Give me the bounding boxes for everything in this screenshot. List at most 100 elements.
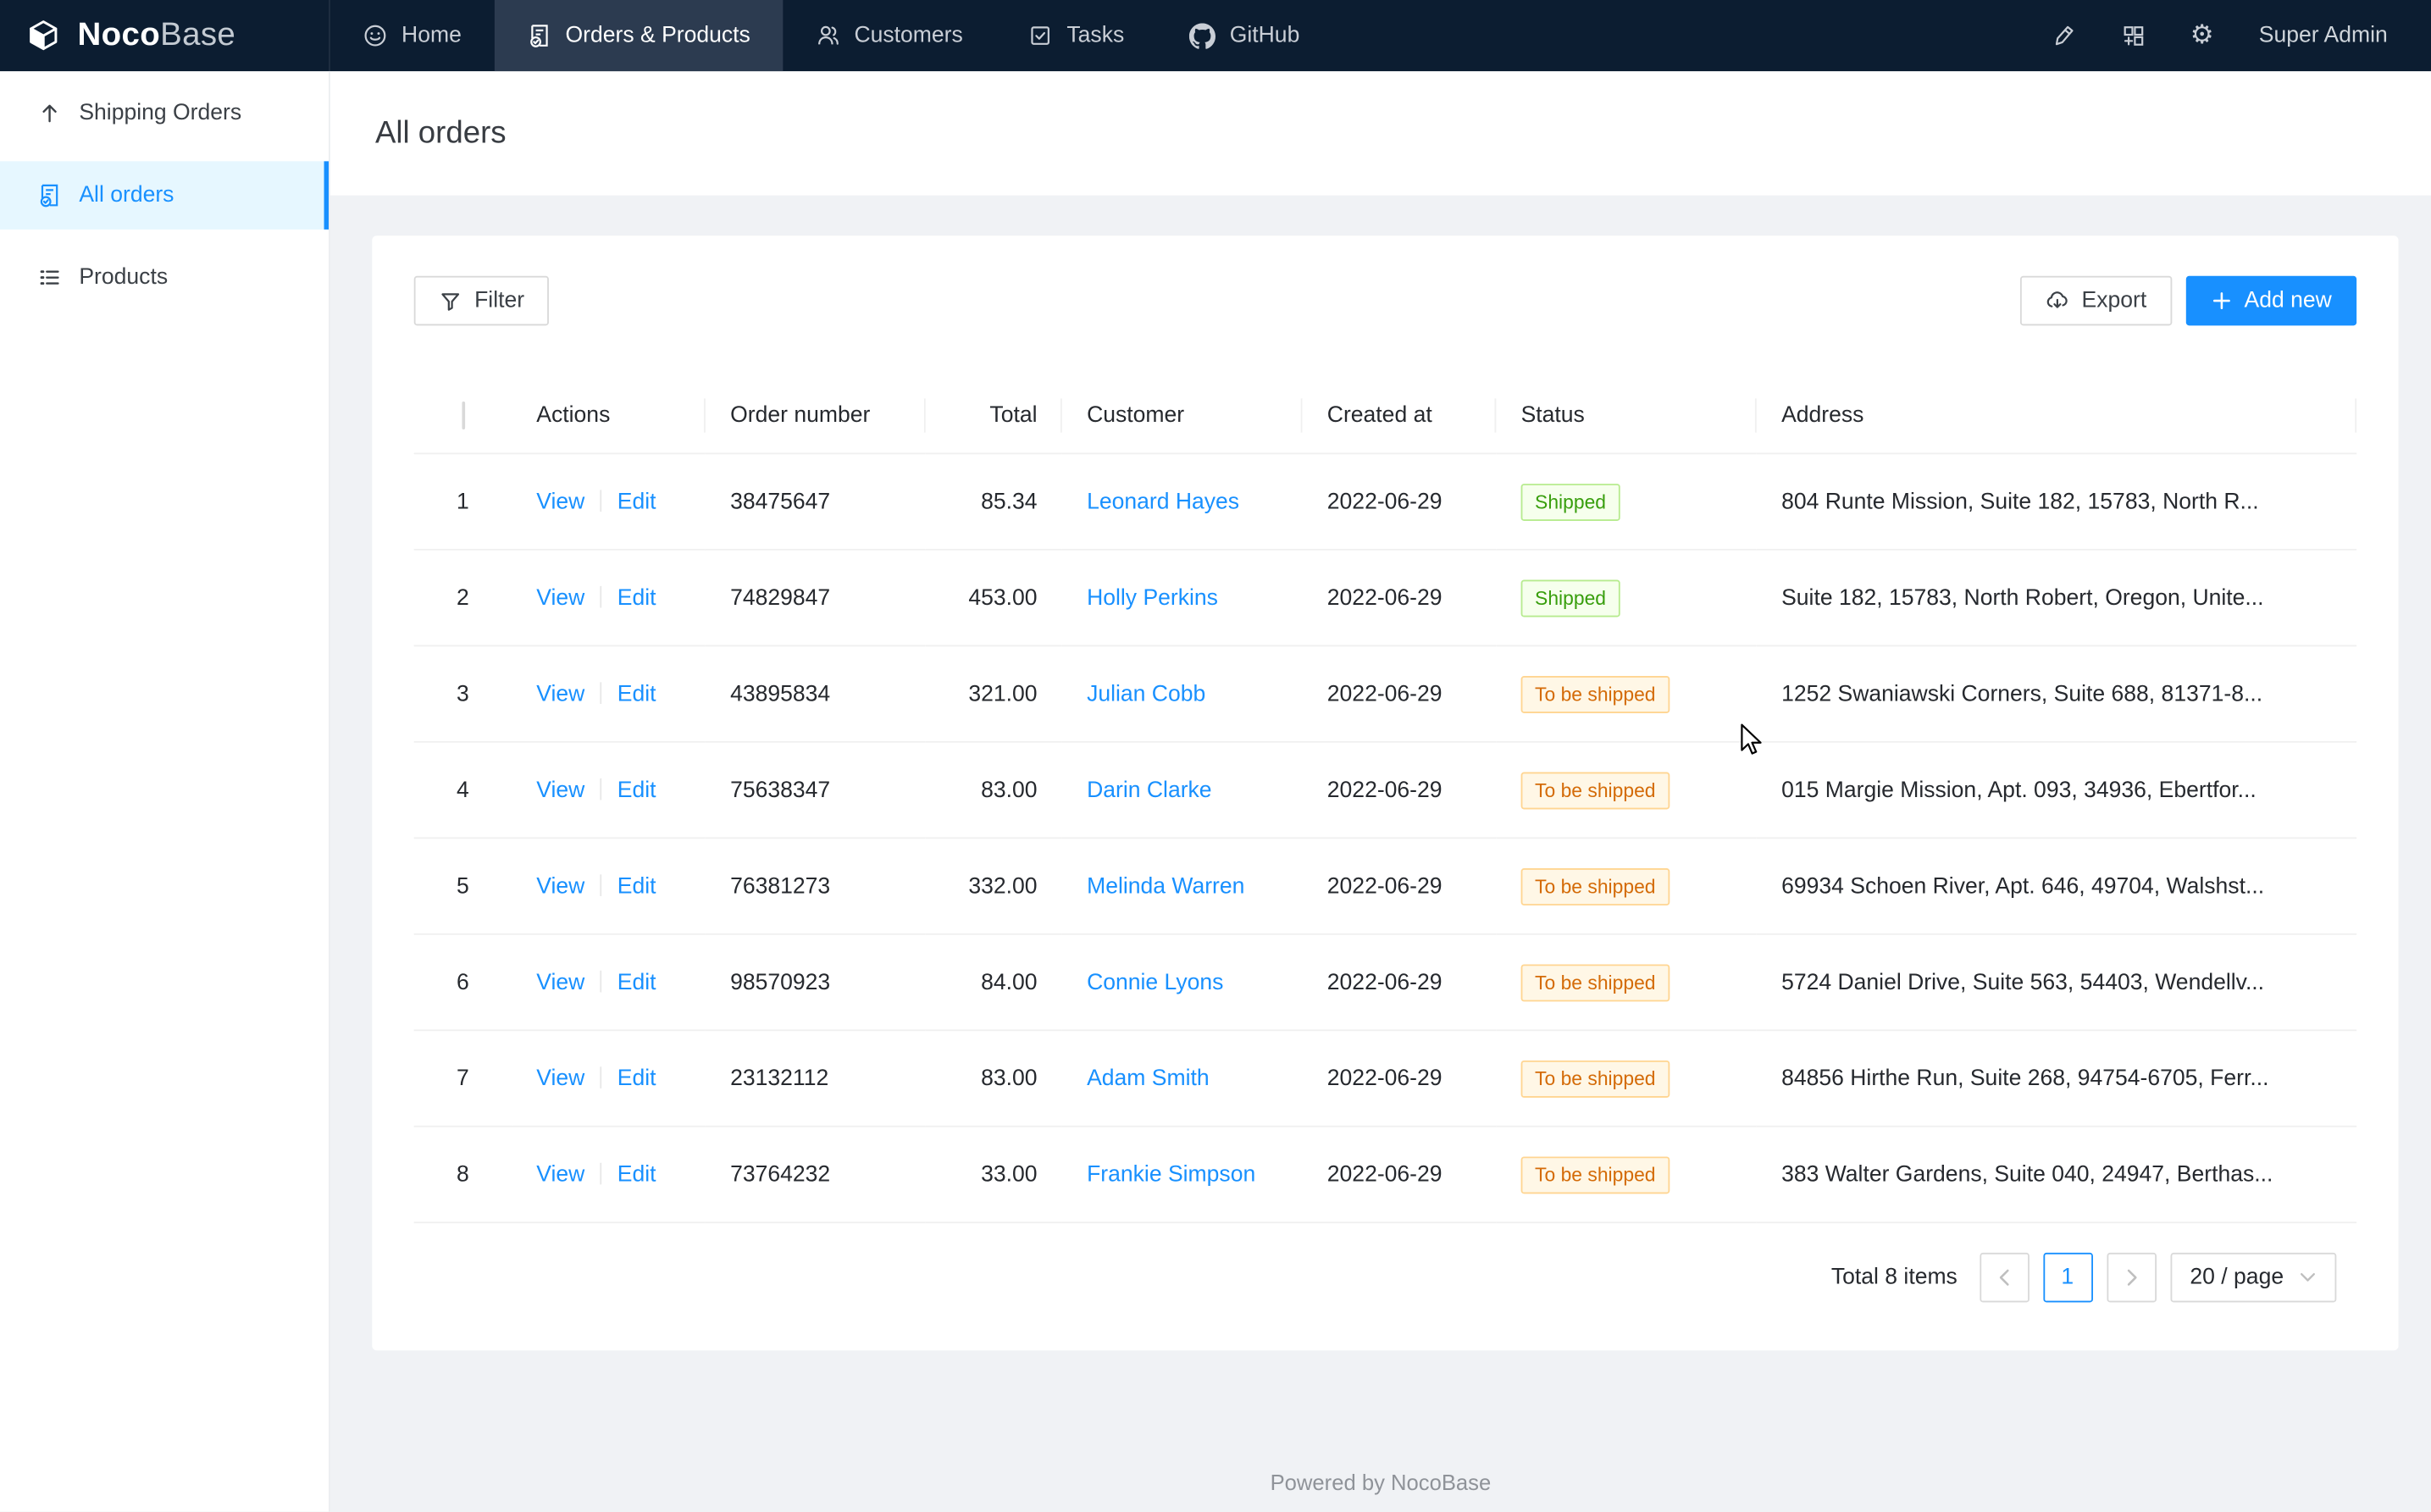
customer-link[interactable]: Holly Perkins xyxy=(1087,584,1218,611)
view-link[interactable]: View xyxy=(536,681,585,706)
nav-item-customers[interactable]: Customers xyxy=(783,0,995,71)
view-link[interactable]: View xyxy=(536,873,585,899)
created-at-cell: 2022-06-29 xyxy=(1302,838,1497,935)
settings-gear-icon[interactable]: ⚙︎ xyxy=(2190,19,2214,51)
customer-cell: Adam Smith xyxy=(1061,1030,1303,1127)
header-checkbox-cell xyxy=(413,376,512,455)
export-button[interactable]: Export xyxy=(2019,275,2172,326)
filter-button[interactable]: Filter xyxy=(413,275,550,326)
nav-item-label: GitHub xyxy=(1229,23,1300,48)
edit-link[interactable]: Edit xyxy=(617,777,656,803)
edit-link[interactable]: Edit xyxy=(617,873,656,899)
add-new-button[interactable]: Add new xyxy=(2185,275,2357,326)
total-cell: 84.00 xyxy=(925,933,1062,1032)
sidebar-item-shipping-orders[interactable]: Shipping Orders xyxy=(0,79,329,147)
column-header-total: Total xyxy=(925,376,1062,455)
row-actions-cell: View Edit xyxy=(512,549,706,647)
page-size-select[interactable]: 20 / page xyxy=(2169,1252,2337,1303)
table-toolbar: Filter Export xyxy=(413,275,2357,326)
customer-link[interactable]: Leonard Hayes xyxy=(1087,489,1240,514)
nav-menu: Home Orders & Products C xyxy=(330,0,1332,72)
created-at-cell: 2022-06-29 xyxy=(1302,453,1497,551)
nav-item-label: Tasks xyxy=(1066,23,1125,48)
table-header: Actions Order number Total Customer Crea… xyxy=(413,376,2357,455)
powered-by-link[interactable]: Powered by NocoBase xyxy=(1270,1470,1492,1495)
row-actions-cell: View Edit xyxy=(512,453,706,551)
nav-item-home[interactable]: Home xyxy=(330,0,494,71)
customer-cell: Julian Cobb xyxy=(1061,645,1303,743)
table-row: 2 View Edit 74829847 453.00 Holly Perkins… xyxy=(413,549,2357,647)
total-cell: 321.00 xyxy=(925,645,1062,743)
check-square-icon xyxy=(1028,23,1053,47)
table-row: 8 View Edit 73764232 33.00 Frankie Simpso… xyxy=(413,1126,2357,1224)
pagination-next-button[interactable] xyxy=(2106,1252,2157,1303)
created-at-cell: 2022-06-29 xyxy=(1302,1030,1497,1127)
status-cell: To be shipped xyxy=(1496,1030,1757,1127)
action-divider xyxy=(600,584,602,607)
edit-link[interactable]: Edit xyxy=(617,1066,656,1091)
footer: Powered by NocoBase xyxy=(330,1470,2431,1494)
status-badge: To be shipped xyxy=(1520,1060,1670,1097)
created-at-cell: 2022-06-29 xyxy=(1302,933,1497,1032)
order-number-cell: 74829847 xyxy=(705,549,926,647)
edit-link[interactable]: Edit xyxy=(617,969,656,995)
edit-link[interactable]: Edit xyxy=(617,489,656,514)
pagination-total: Total 8 items xyxy=(1830,1265,1958,1290)
row-actions-cell: View Edit xyxy=(512,645,706,743)
created-at-cell: 2022-06-29 xyxy=(1302,741,1497,839)
view-link[interactable]: View xyxy=(536,777,585,803)
edit-link[interactable]: Edit xyxy=(617,681,656,706)
nav-item-orders-products[interactable]: Orders & Products xyxy=(494,0,784,72)
page-title: All orders xyxy=(374,115,507,150)
customer-link[interactable]: Connie Lyons xyxy=(1087,969,1224,995)
total-cell: 83.00 xyxy=(925,741,1062,839)
column-header-status: Status xyxy=(1496,376,1757,455)
customer-link[interactable]: Julian Cobb xyxy=(1087,681,1206,706)
logo[interactable]: NocoBase xyxy=(0,0,330,72)
github-icon xyxy=(1189,22,1216,49)
appstore-add-icon[interactable] xyxy=(2120,23,2145,47)
user-menu[interactable]: Super Admin xyxy=(2258,23,2388,48)
order-number-cell: 23132112 xyxy=(705,1030,926,1127)
sidebar-item-products[interactable]: Products xyxy=(0,243,329,312)
sidebar-item-all-orders[interactable]: All orders xyxy=(0,161,329,230)
order-number-cell: 98570923 xyxy=(705,933,926,1032)
customer-link[interactable]: Melinda Warren xyxy=(1087,873,1245,899)
highlight-icon[interactable] xyxy=(2051,23,2075,47)
pagination-prev-button[interactable] xyxy=(1979,1252,2030,1303)
table-row: 5 View Edit 76381273 332.00 Melinda Warre… xyxy=(413,838,2357,935)
pagination-page-1[interactable]: 1 xyxy=(2042,1252,2093,1303)
row-index-cell: 2 xyxy=(413,549,512,647)
status-badge: To be shipped xyxy=(1520,771,1670,809)
edit-link[interactable]: Edit xyxy=(617,584,656,611)
view-link[interactable]: View xyxy=(536,489,585,514)
nav-item-tasks[interactable]: Tasks xyxy=(995,0,1157,71)
arrow-up-icon xyxy=(37,101,62,125)
sidebar-item-label: Products xyxy=(79,264,169,291)
total-cell: 85.34 xyxy=(925,453,1062,551)
address-cell: 84856 Hirthe Run, Suite 268, 94754-6705,… xyxy=(1756,1030,2357,1127)
toolbar-right: Export Add new xyxy=(2019,275,2357,326)
view-link[interactable]: View xyxy=(536,584,585,611)
edit-link[interactable]: Edit xyxy=(617,1161,656,1188)
total-cell: 453.00 xyxy=(925,549,1062,647)
nav-item-github[interactable]: GitHub xyxy=(1157,0,1332,71)
select-all-checkbox[interactable] xyxy=(461,401,465,429)
customer-link[interactable]: Frankie Simpson xyxy=(1087,1161,1256,1188)
sidebar: Shipping Orders All orders Products xyxy=(0,71,330,1512)
view-link[interactable]: View xyxy=(536,969,585,995)
row-actions-cell: View Edit xyxy=(512,1030,706,1127)
created-at-cell: 2022-06-29 xyxy=(1302,549,1497,647)
address-cell: 015 Margie Mission, Apt. 093, 34936, Ebe… xyxy=(1756,741,2357,839)
view-link[interactable]: View xyxy=(536,1161,585,1188)
cloud-download-icon xyxy=(2045,288,2069,313)
smile-icon xyxy=(363,23,387,47)
customer-link[interactable]: Adam Smith xyxy=(1087,1066,1210,1091)
customer-link[interactable]: Darin Clarke xyxy=(1087,777,1212,803)
view-link[interactable]: View xyxy=(536,1066,585,1091)
action-divider xyxy=(600,1066,602,1088)
customer-cell: Frankie Simpson xyxy=(1061,1126,1303,1224)
row-actions-cell: View Edit xyxy=(512,933,706,1032)
row-index-cell: 8 xyxy=(413,1126,512,1224)
